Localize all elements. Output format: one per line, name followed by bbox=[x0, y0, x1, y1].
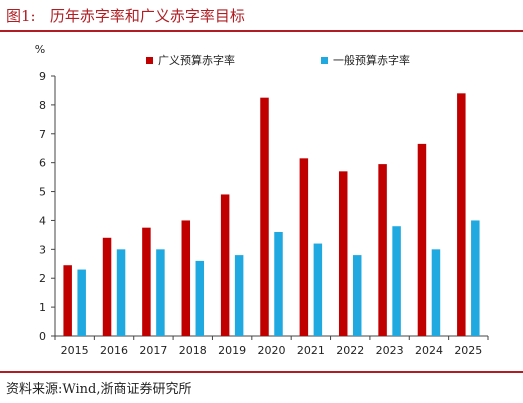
top-divider bbox=[0, 30, 523, 32]
y-tick-label: 8 bbox=[39, 99, 46, 112]
x-tick-label: 2015 bbox=[61, 344, 89, 357]
chart-legend: 广义预算赤字率 一般预算赤字率 bbox=[146, 53, 410, 67]
bar-series-2-2017 bbox=[156, 249, 165, 336]
legend-label-series-2: 一般预算赤字率 bbox=[333, 53, 410, 67]
x-tick-label: 2025 bbox=[454, 344, 482, 357]
x-tick-label: 2021 bbox=[297, 344, 325, 357]
figure-header: 图1: 历年赤字率和广义赤字率目标 bbox=[0, 0, 523, 34]
bar-series-2-2018 bbox=[195, 260, 205, 336]
y-axis-label: % bbox=[35, 43, 45, 56]
x-tick-label: 2019 bbox=[218, 344, 246, 357]
bar-series-1-2024 bbox=[417, 143, 427, 336]
bar-series-1-2023 bbox=[378, 164, 387, 336]
bar-series-2-2016 bbox=[116, 249, 126, 336]
bar-series-1-2017 bbox=[142, 227, 151, 336]
bar-series-2-2021 bbox=[313, 243, 323, 336]
y-tick-label: 7 bbox=[39, 128, 46, 141]
bar-series-1-2020 bbox=[260, 97, 269, 336]
bar-series-2-2025 bbox=[471, 220, 480, 336]
bar-series-1-2025 bbox=[457, 93, 466, 336]
x-tick-label: 2018 bbox=[179, 344, 207, 357]
bar-chart: % 广义预算赤字率 一般预算赤字率 0 1 2 3 4 5 6 7 8 9 2015 2016 2017… bbox=[35, 43, 489, 357]
source-note: 资料来源:Wind,浙商证券研究所 bbox=[6, 382, 192, 397]
x-tick-label: 2023 bbox=[376, 344, 404, 357]
x-tick-label: 2020 bbox=[258, 344, 286, 357]
x-tick-label: 2024 bbox=[415, 344, 443, 357]
bar-series-1-2018 bbox=[181, 220, 191, 336]
y-tick-label: 4 bbox=[39, 214, 46, 227]
bar-series-1-2016 bbox=[102, 237, 112, 336]
legend-swatch-series-1 bbox=[146, 57, 153, 64]
bar-series-1-2022 bbox=[338, 171, 348, 336]
plot-area: 0 1 2 3 4 5 6 7 8 9 2015 2016 2017 2018 2019 2020 2021 20… bbox=[39, 70, 489, 357]
bar-series-1-2021 bbox=[299, 158, 309, 336]
bar-series-2-2024 bbox=[431, 249, 441, 336]
bar-series-2-2023 bbox=[392, 226, 401, 336]
x-tick-label: 2017 bbox=[139, 344, 167, 357]
y-tick-label: 6 bbox=[39, 157, 46, 170]
bottom-divider bbox=[0, 371, 523, 373]
bar-series-2-2019 bbox=[234, 255, 244, 336]
y-tick-label: 2 bbox=[39, 272, 46, 285]
y-tick-label: 0 bbox=[39, 330, 46, 343]
x-tick-label: 2022 bbox=[336, 344, 364, 357]
y-tick-label: 3 bbox=[39, 243, 46, 256]
legend-swatch-series-2 bbox=[321, 57, 328, 64]
legend-label-series-1: 广义预算赤字率 bbox=[158, 53, 235, 67]
bar-series-2-2015 bbox=[77, 269, 86, 336]
y-tick-label: 5 bbox=[39, 186, 46, 199]
bar-series-2-2022 bbox=[352, 255, 362, 336]
figure-title: 图1: 历年赤字率和广义赤字率目标 bbox=[6, 7, 245, 25]
bar-series-2-2020 bbox=[274, 232, 283, 336]
y-tick-label: 1 bbox=[39, 301, 46, 314]
bar-series-1-2019 bbox=[220, 194, 230, 336]
y-tick-label: 9 bbox=[39, 70, 46, 83]
bar-series-1-2015 bbox=[63, 265, 72, 336]
x-tick-label: 2016 bbox=[100, 344, 128, 357]
